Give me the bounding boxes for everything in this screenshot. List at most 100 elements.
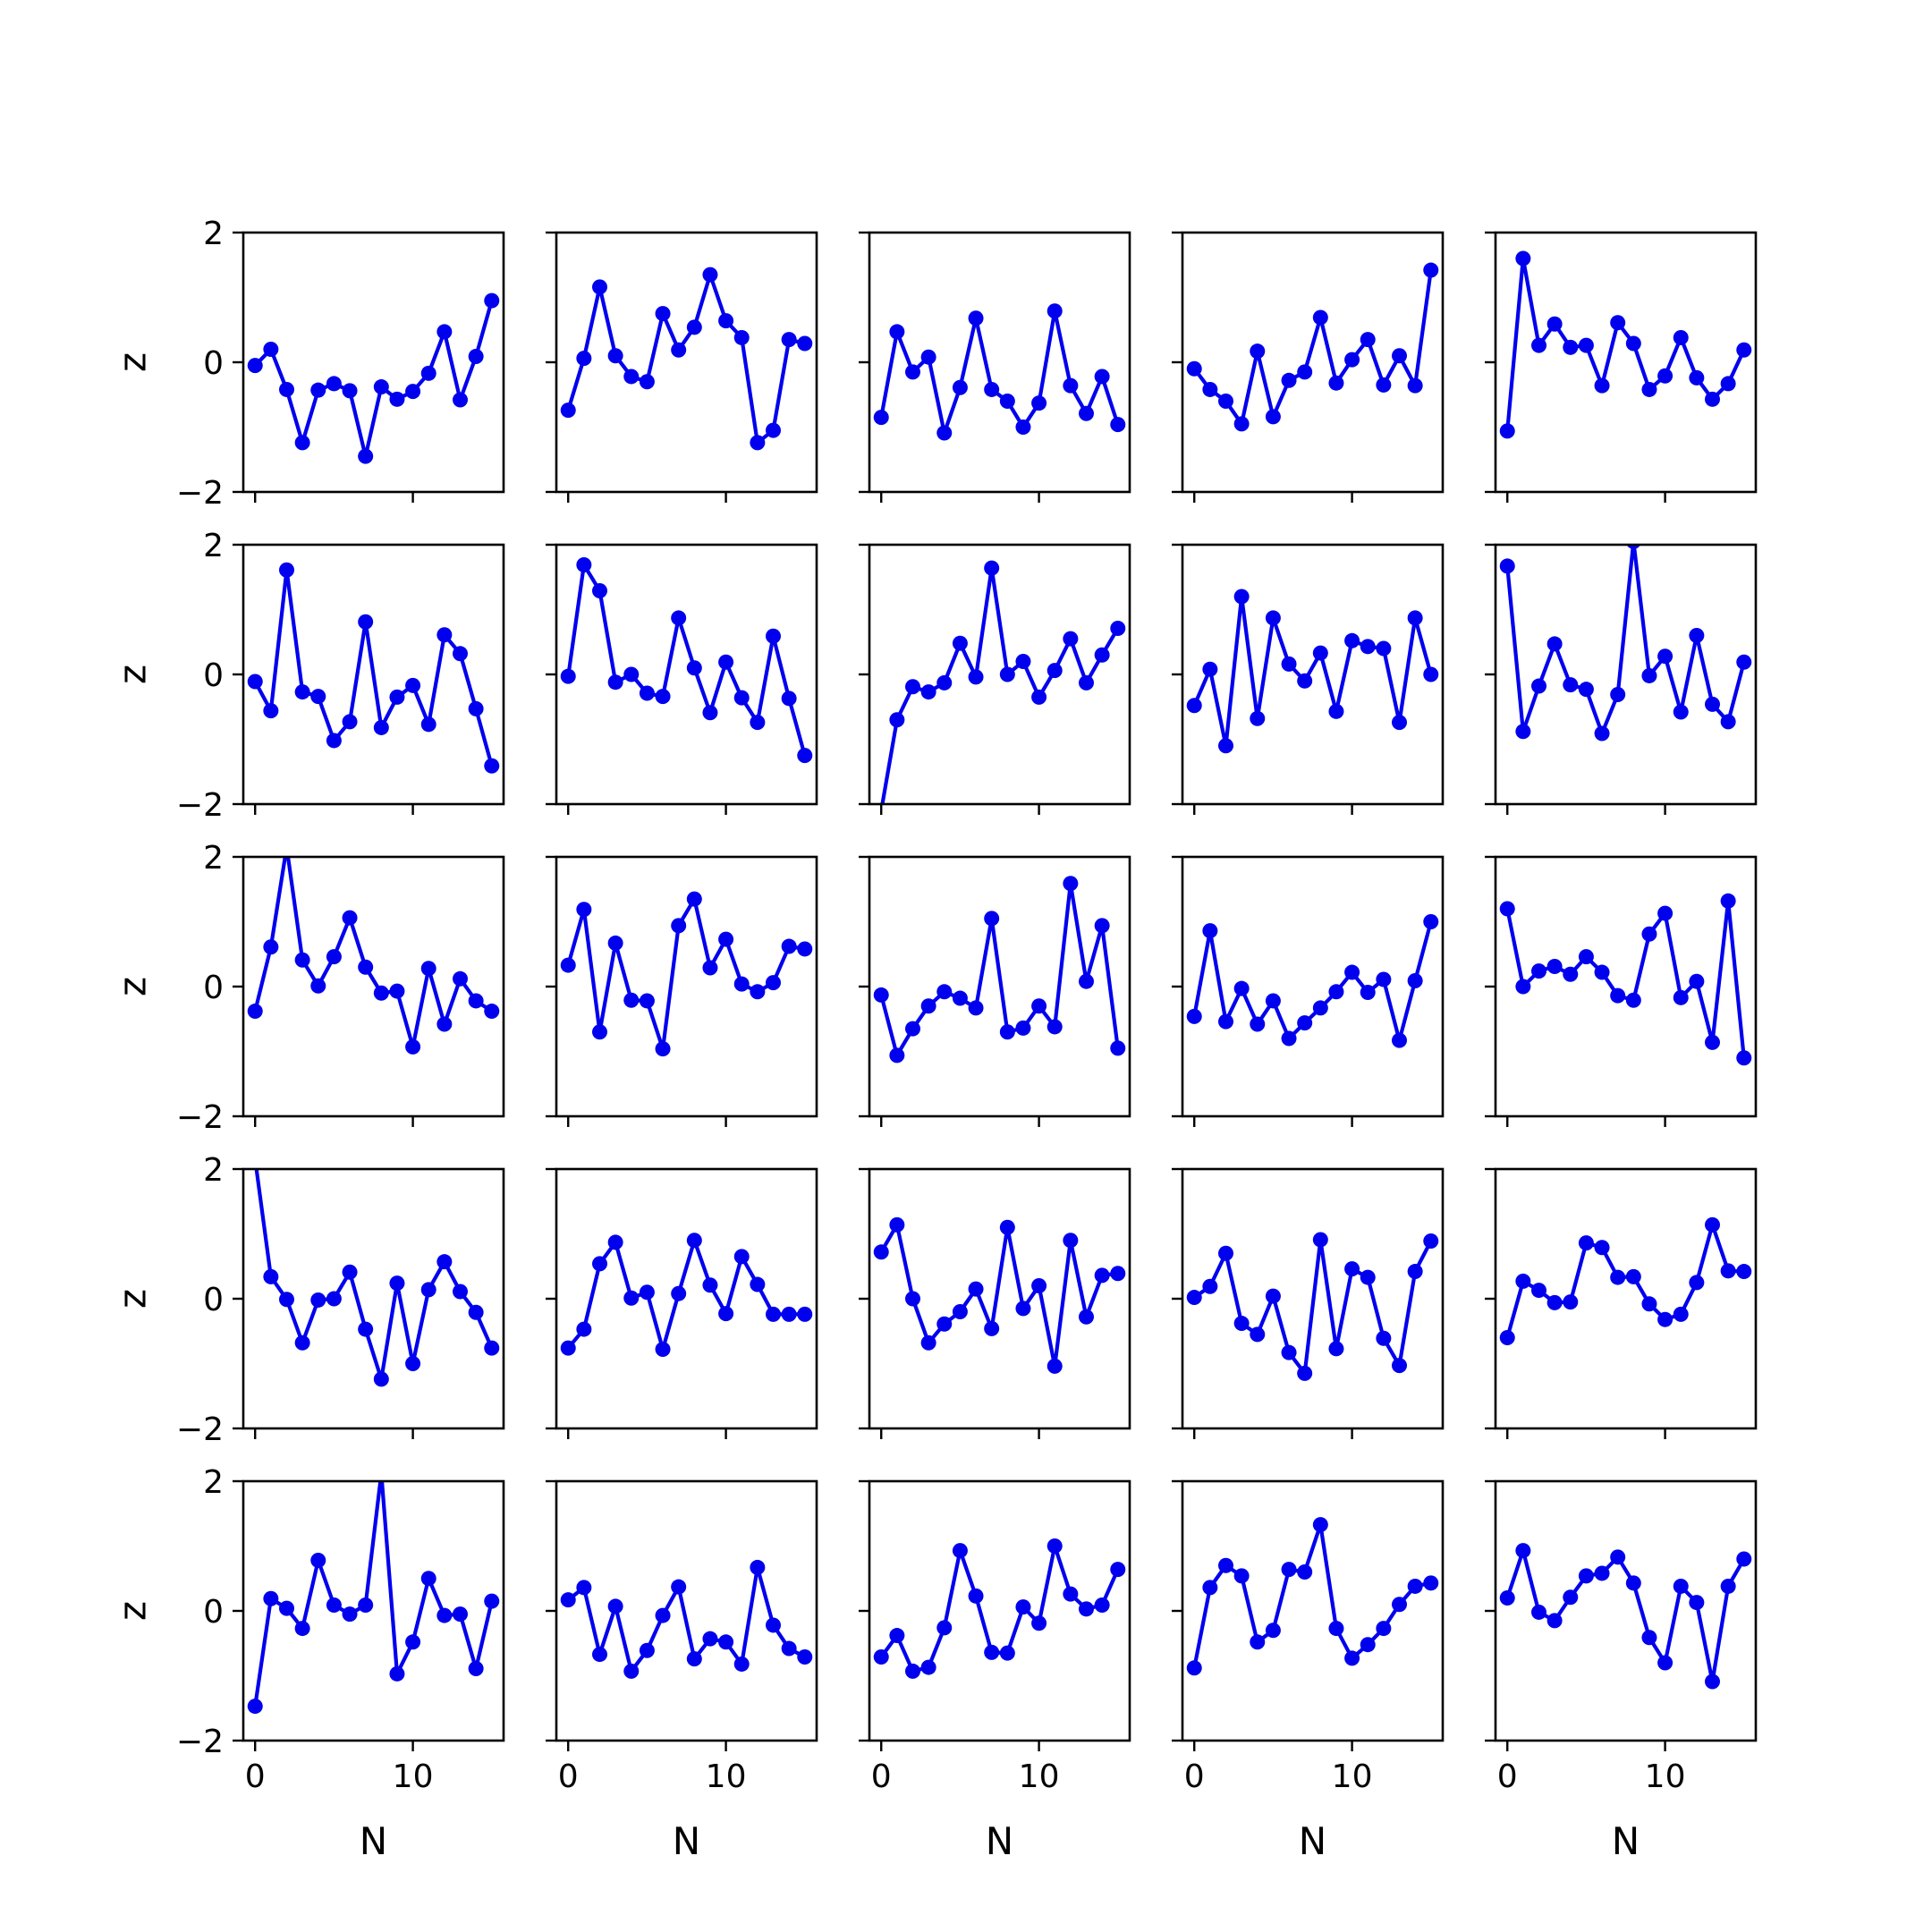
data-point xyxy=(373,1371,389,1387)
data-point xyxy=(999,1645,1015,1661)
data-point xyxy=(560,402,576,419)
data-point xyxy=(1079,973,1094,989)
data-point xyxy=(968,310,984,326)
data-point xyxy=(1079,405,1094,421)
data-point xyxy=(1673,329,1689,345)
data-point xyxy=(279,840,294,855)
data-point xyxy=(1202,661,1218,677)
data-point xyxy=(1281,1030,1297,1046)
y-tick-label: −2 xyxy=(176,1411,224,1448)
data-point xyxy=(342,1606,358,1623)
data-point xyxy=(920,998,936,1014)
plot-area xyxy=(1499,545,1752,741)
plot-area xyxy=(1186,589,1439,754)
series-line xyxy=(1505,256,1746,432)
subplot-r1-c1: −2 0 2 z xyxy=(111,216,505,512)
plot-area xyxy=(1499,1543,1752,1690)
data-point xyxy=(389,1275,405,1292)
y-axis-label: z xyxy=(111,665,155,684)
plot-area xyxy=(560,1233,813,1358)
plot-area xyxy=(1499,1216,1752,1345)
subplot-r3-c1: −2 0 2 z xyxy=(111,840,505,1136)
data-point xyxy=(1218,1245,1233,1261)
data-point xyxy=(436,1607,453,1623)
data-point xyxy=(952,990,968,1006)
data-point xyxy=(1063,876,1079,892)
series-line xyxy=(1192,920,1433,1043)
y-tick-label: 2 xyxy=(203,216,224,252)
data-point xyxy=(968,1281,984,1297)
data-point xyxy=(1705,1034,1720,1050)
data-point xyxy=(905,364,920,380)
data-point xyxy=(405,1356,421,1371)
data-point xyxy=(1233,1568,1250,1584)
data-point xyxy=(1297,1015,1313,1031)
data-point xyxy=(686,319,702,335)
data-point xyxy=(920,1335,936,1351)
x-axis-label: N xyxy=(1299,1819,1326,1863)
data-point xyxy=(671,1579,687,1595)
series-line xyxy=(1505,1548,1746,1684)
x-tick-label: 0 xyxy=(1184,1758,1205,1795)
data-point xyxy=(389,689,405,705)
data-point xyxy=(1594,1240,1610,1256)
data-point xyxy=(358,959,374,975)
data-point xyxy=(984,911,1000,927)
data-point xyxy=(248,1152,263,1167)
data-point xyxy=(702,1277,718,1293)
series-line xyxy=(879,881,1120,1057)
data-point xyxy=(1265,1623,1281,1639)
data-point xyxy=(1344,1261,1360,1277)
data-point xyxy=(326,376,342,392)
plot-area xyxy=(1186,1517,1439,1676)
data-point xyxy=(1657,1655,1674,1671)
data-point xyxy=(484,1593,500,1609)
subplot-r3-c3 xyxy=(859,855,1131,1127)
data-point xyxy=(1641,926,1657,942)
data-point xyxy=(1407,1578,1423,1594)
data-point xyxy=(592,1024,607,1040)
data-point xyxy=(1031,1278,1047,1293)
data-point xyxy=(889,324,905,340)
data-point xyxy=(607,935,623,951)
data-point xyxy=(797,941,813,957)
data-point xyxy=(1328,984,1344,1000)
data-point xyxy=(1376,640,1392,657)
series-line xyxy=(1505,899,1746,1058)
data-point xyxy=(1046,663,1063,679)
data-point xyxy=(1110,621,1126,637)
data-point xyxy=(1657,368,1674,384)
data-point xyxy=(1515,250,1531,267)
y-axis-label: z xyxy=(111,977,155,996)
data-point xyxy=(1689,973,1705,989)
data-point xyxy=(1705,1674,1720,1690)
data-point xyxy=(889,712,905,728)
data-point xyxy=(1720,376,1736,392)
data-point xyxy=(576,902,592,918)
data-point xyxy=(1015,654,1031,669)
plot-area xyxy=(247,1481,500,1715)
data-point xyxy=(1297,1564,1313,1580)
subplot-r5-c3: 0 10N xyxy=(859,1479,1131,1863)
plot-area xyxy=(560,891,813,1057)
data-point xyxy=(607,674,623,691)
data-point xyxy=(1673,704,1689,720)
data-point xyxy=(326,1597,342,1613)
data-point xyxy=(310,689,326,705)
data-point xyxy=(247,1699,263,1715)
data-point xyxy=(655,1041,671,1057)
data-point xyxy=(1328,1621,1344,1637)
data-point xyxy=(294,684,310,700)
x-tick-label: 10 xyxy=(1019,1758,1060,1795)
data-point xyxy=(1360,1269,1376,1285)
plot-area xyxy=(560,267,813,451)
data-point xyxy=(373,719,389,735)
series-line xyxy=(566,1565,806,1674)
data-point xyxy=(1407,972,1423,988)
x-tick-label: 0 xyxy=(558,1758,579,1795)
data-point xyxy=(1233,980,1250,996)
data-point xyxy=(1281,656,1297,672)
data-point xyxy=(1594,725,1610,741)
data-point xyxy=(702,267,718,283)
subplot-r2-c5 xyxy=(1485,543,1758,815)
